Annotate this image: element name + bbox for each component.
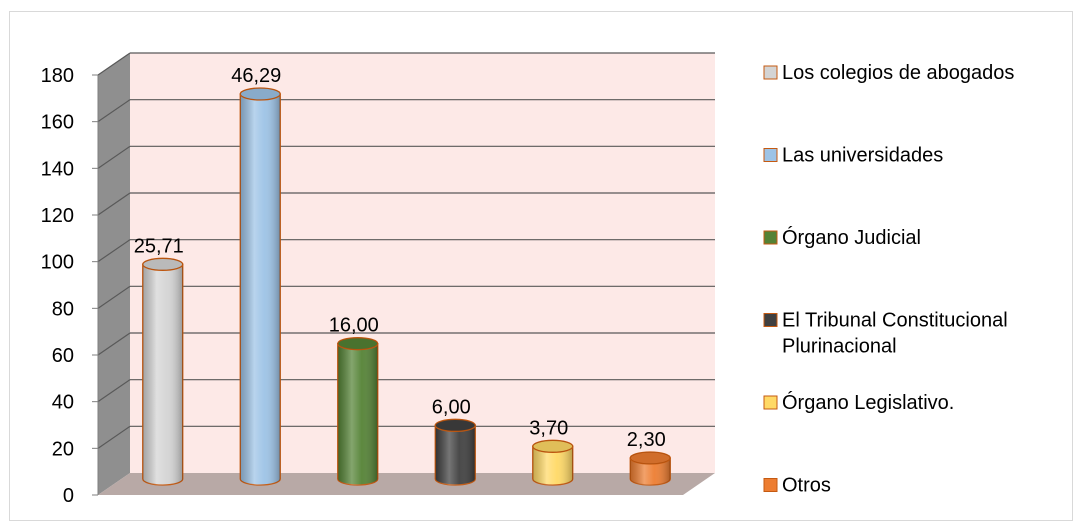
gridline-side — [97, 285, 131, 309]
bar-top-shade — [532, 440, 573, 453]
bar-top — [142, 257, 184, 271]
data-label: 6,00 — [432, 396, 471, 418]
y-tick-label: 80 — [52, 298, 74, 320]
bar — [629, 451, 671, 486]
bar-top-shade — [240, 88, 281, 100]
bar-top-shade — [337, 337, 378, 350]
bar-shading — [240, 94, 281, 485]
bar-shading — [435, 425, 476, 485]
bar — [434, 418, 476, 486]
legend-swatch — [763, 148, 778, 162]
bar-top-shade — [142, 258, 183, 271]
legend: Los colegios de abogados Las universidade… — [763, 62, 1014, 497]
y-tick-label: 60 — [52, 345, 74, 367]
bar-shading — [532, 446, 573, 485]
plot-area: 0 20 40 60 80 100 120 140 160 180 25,71 46,29 16,00 6… — [41, 52, 715, 507]
legend-label: Otros — [782, 475, 831, 497]
data-label: 3,70 — [529, 417, 568, 439]
bar-top — [239, 87, 281, 101]
bar-shading — [630, 458, 671, 485]
bar-top-shade — [630, 452, 671, 464]
gridline-side — [97, 192, 131, 216]
legend-label: El Tribunal Constitucional — [782, 310, 1008, 332]
side-wall — [98, 53, 130, 495]
data-label: 2,30 — [627, 429, 666, 451]
legend-swatch — [763, 395, 778, 410]
bar — [142, 257, 184, 486]
legend-item: Órgano Judicial — [763, 226, 921, 249]
bar-shading — [337, 343, 378, 485]
bar — [532, 439, 574, 486]
bar — [239, 87, 281, 486]
legend-label: Las universidades — [782, 145, 943, 167]
data-label: 46,29 — [231, 65, 281, 87]
y-tick-label: 20 — [52, 438, 74, 460]
data-label: 16,00 — [329, 315, 379, 337]
legend-item: Otros — [763, 475, 831, 497]
gridline-side — [97, 332, 131, 356]
bar-top — [337, 337, 379, 351]
y-tick-label: 180 — [41, 65, 74, 87]
legend-swatch — [763, 65, 778, 80]
bar-top — [629, 451, 671, 465]
legend-item: Órgano Legislativo. — [763, 391, 954, 414]
y-tick-label: 100 — [41, 252, 74, 274]
legend-item: Los colegios de abogados — [763, 62, 1014, 84]
legend-label: Órgano Judicial — [782, 226, 921, 249]
legend-swatch — [763, 230, 778, 245]
gridline-side — [97, 239, 131, 263]
gridline-side — [97, 379, 131, 403]
legend-label: Los colegios de abogados — [782, 62, 1014, 84]
back-wall — [130, 53, 715, 473]
bar-top — [532, 439, 574, 453]
bar-shading — [142, 264, 183, 485]
gridline-side — [97, 145, 131, 169]
legend-item: Las universidades — [763, 145, 943, 167]
legend-label: Órgano Legislativo. — [782, 391, 954, 414]
y-tick-label: 140 — [41, 158, 74, 180]
bar-top-shade — [435, 419, 476, 432]
gridline-side — [97, 425, 131, 449]
floor — [98, 473, 715, 495]
y-tick-label: 120 — [41, 205, 74, 227]
bar — [337, 337, 379, 486]
legend-swatch — [763, 313, 778, 327]
gridline-side — [97, 52, 131, 76]
bar-top — [434, 418, 476, 432]
data-label: 25,71 — [134, 235, 184, 257]
y-tick-label: 0 — [63, 485, 74, 507]
legend-label: Plurinacional — [782, 336, 897, 358]
y-tick-label: 160 — [41, 112, 74, 134]
legend-swatch — [763, 478, 778, 492]
legend-item: El Tribunal Constitucional Plurinacional — [763, 310, 1008, 358]
gridline-side — [97, 99, 131, 123]
y-tick-label: 40 — [52, 392, 74, 414]
